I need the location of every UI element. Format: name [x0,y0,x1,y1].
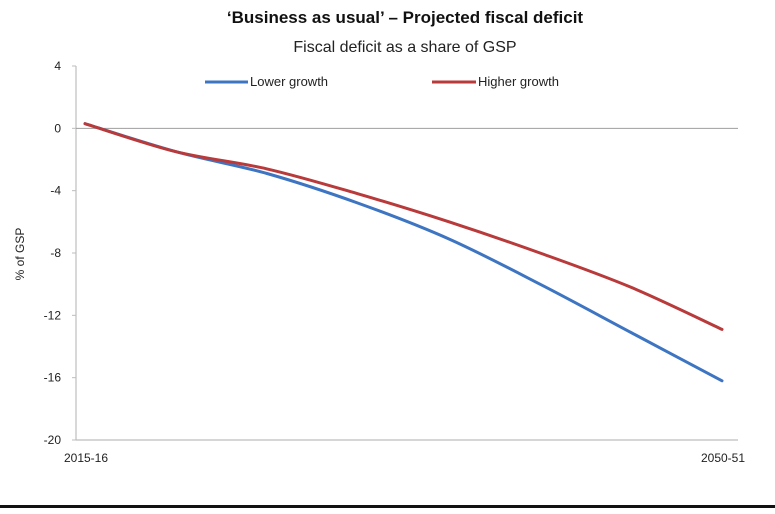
chart-title: ‘Business as usual’ – Projected fiscal d… [227,8,584,27]
series-line-higher-growth [85,124,722,330]
legend-label-lower-growth: Lower growth [250,74,328,89]
y-tick-label: -16 [44,371,62,385]
bottom-rule [0,505,775,508]
series-lines [85,124,722,381]
axes [76,66,738,440]
y-tick-label: -20 [44,433,62,447]
y-axis-label: % of GSP [13,228,27,281]
chart-subtitle: Fiscal deficit as a share of GSP [293,39,516,56]
y-tick-label: 4 [54,59,61,73]
series-line-lower-growth [85,124,722,381]
x-tick-label: 2015-16 [64,451,108,465]
y-tick-label: 0 [54,121,61,135]
x-tick-label: 2050-51 [701,451,745,465]
x-ticks: 2015-16 2050-51 [64,451,745,465]
legend: Lower growth Higher growth [205,74,559,89]
y-tick-label: -8 [50,246,61,260]
legend-label-higher-growth: Higher growth [478,74,559,89]
y-tick-label: -12 [44,308,62,322]
y-ticks: 4 0 -4 -8 -12 -16 -20 [44,59,76,447]
y-tick-label: -4 [50,184,61,198]
